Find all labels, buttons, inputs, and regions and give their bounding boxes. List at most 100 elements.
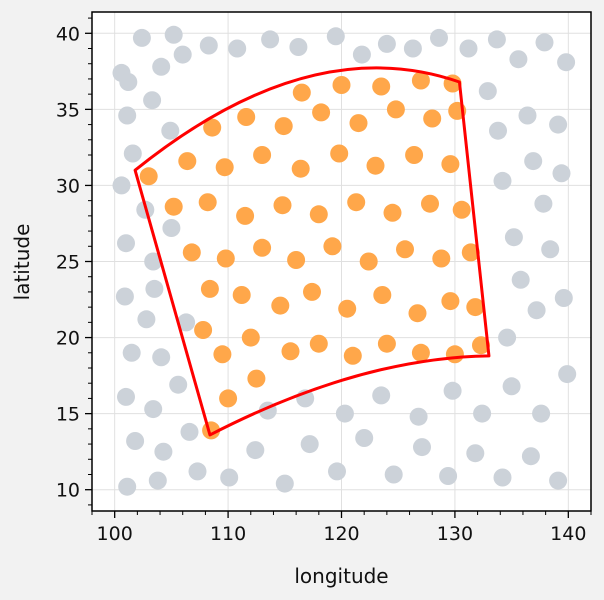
background-point — [169, 375, 188, 394]
background-point — [439, 467, 458, 485]
region-point — [383, 203, 402, 222]
region-point — [303, 282, 321, 301]
region-point — [281, 342, 300, 361]
region-point — [330, 144, 349, 163]
background-point — [300, 435, 319, 454]
region-point — [411, 71, 430, 90]
region-point — [466, 298, 485, 317]
background-point — [328, 462, 346, 481]
x-tick-label: 140 — [550, 523, 586, 545]
region-point — [203, 118, 222, 137]
region-point — [271, 296, 290, 315]
background-point — [518, 106, 537, 125]
y-tick-label: 25 — [56, 252, 80, 274]
background-point — [552, 164, 571, 183]
region-point — [198, 193, 217, 212]
region-point — [216, 249, 235, 268]
background-point — [355, 429, 374, 447]
background-point — [162, 219, 181, 237]
background-point — [535, 33, 554, 52]
background-point — [152, 57, 171, 76]
scatter-layer — [112, 25, 577, 496]
background-point — [118, 477, 137, 496]
background-point — [511, 270, 530, 289]
background-point — [487, 30, 506, 49]
background-point — [161, 121, 180, 140]
y-tick-label: 40 — [56, 23, 80, 45]
x-tick-label: 130 — [437, 523, 473, 545]
background-point — [112, 176, 131, 195]
region-point — [232, 286, 251, 304]
background-point — [275, 474, 294, 493]
region-point — [408, 304, 427, 323]
region-outline — [133, 66, 491, 437]
region-point — [338, 299, 357, 318]
region-point — [372, 77, 391, 96]
background-point — [352, 45, 371, 64]
background-point — [493, 171, 512, 190]
region-point — [347, 193, 366, 212]
region-point — [441, 292, 460, 311]
background-point — [549, 115, 568, 134]
background-point — [473, 404, 492, 423]
x-tick-label: 100 — [97, 523, 133, 545]
background-point — [326, 27, 345, 46]
region-point — [452, 200, 471, 219]
background-point — [164, 25, 183, 44]
region-point — [377, 334, 396, 353]
y-tick-label: 10 — [56, 480, 80, 502]
region-point — [213, 345, 232, 364]
background-point — [521, 447, 540, 466]
background-point — [220, 468, 239, 487]
background-point — [527, 301, 546, 320]
background-point — [541, 240, 560, 259]
background-point — [493, 468, 512, 487]
x-tick-label: 120 — [323, 523, 359, 545]
region-point — [373, 286, 392, 304]
x-tick-label: 110 — [210, 523, 246, 545]
axis-ticks: 100 110 120 130 140 10 15 20 25 30 35 40 — [56, 17, 592, 545]
background-point — [148, 471, 167, 490]
region-point — [139, 167, 158, 186]
background-point — [188, 462, 207, 481]
background-point — [443, 381, 462, 400]
region-point — [309, 205, 328, 224]
region-point — [274, 117, 293, 136]
region-point — [247, 369, 266, 388]
x-axis-title: longitude — [294, 564, 388, 588]
background-point — [173, 45, 192, 64]
region-point — [237, 108, 256, 126]
background-point — [502, 377, 521, 396]
background-point — [549, 471, 568, 490]
background-point — [498, 328, 517, 347]
background-point — [289, 38, 308, 56]
background-point — [524, 152, 543, 171]
region-point — [200, 279, 219, 298]
region-point — [182, 243, 201, 262]
background-point — [132, 28, 151, 47]
region-point — [432, 249, 451, 268]
background-point — [126, 432, 145, 450]
y-axis-title: latitude — [10, 224, 34, 301]
background-point — [144, 400, 163, 419]
region-point — [323, 237, 342, 256]
background-point — [430, 28, 448, 47]
background-point — [335, 404, 354, 423]
background-point — [118, 106, 137, 125]
background-point — [177, 313, 196, 332]
region-point — [219, 389, 238, 408]
background-point — [509, 50, 528, 69]
region-point — [445, 345, 464, 364]
region-point — [472, 336, 490, 355]
background-point — [478, 82, 497, 101]
background-point — [489, 121, 507, 140]
background-point — [119, 73, 138, 91]
background-point — [137, 310, 156, 329]
background-point — [180, 422, 199, 441]
region-point — [178, 152, 197, 171]
region-point — [423, 109, 442, 128]
background-point — [557, 53, 576, 72]
region-point — [405, 146, 424, 164]
region-point — [343, 346, 362, 365]
